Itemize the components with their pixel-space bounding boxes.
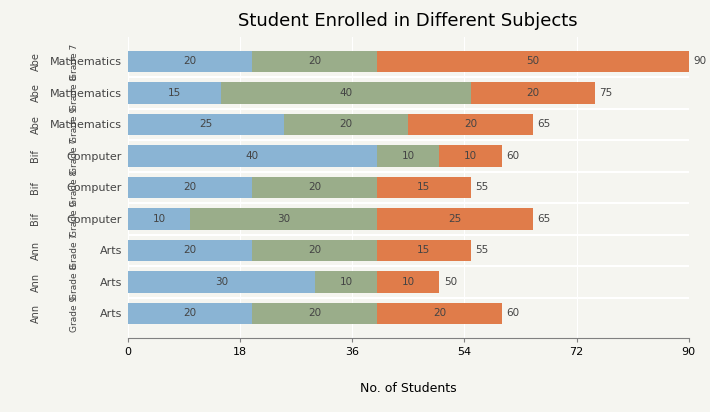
Text: Bif: Bif: [31, 181, 40, 194]
Text: Abe: Abe: [31, 52, 40, 71]
Text: 20: 20: [464, 119, 477, 129]
Bar: [128, 82, 222, 104]
Text: 10: 10: [464, 151, 477, 161]
Bar: [377, 303, 502, 324]
Text: Grade 7: Grade 7: [70, 138, 79, 174]
Text: Grade 9: Grade 9: [70, 106, 79, 143]
Text: 30: 30: [214, 277, 228, 287]
Bar: [377, 51, 689, 72]
Text: Grade 9: Grade 9: [70, 201, 79, 237]
Bar: [377, 271, 439, 293]
Text: Grade 8: Grade 8: [70, 264, 79, 300]
Bar: [128, 177, 253, 198]
Text: 55: 55: [475, 183, 488, 192]
Bar: [471, 82, 595, 104]
Bar: [190, 208, 377, 229]
Bar: [377, 240, 471, 261]
Text: Grade 8: Grade 8: [70, 75, 79, 111]
Bar: [128, 303, 253, 324]
Bar: [253, 51, 377, 72]
Text: 40: 40: [339, 88, 352, 98]
Bar: [439, 145, 502, 167]
Bar: [283, 114, 408, 135]
X-axis label: No. of Students: No. of Students: [360, 382, 457, 395]
Text: 20: 20: [433, 309, 446, 318]
Text: 40: 40: [246, 151, 259, 161]
Bar: [128, 51, 253, 72]
Bar: [222, 82, 471, 104]
Text: 10: 10: [402, 151, 415, 161]
Text: 20: 20: [184, 183, 197, 192]
Text: Grade 9: Grade 9: [70, 295, 79, 332]
Bar: [377, 145, 439, 167]
Bar: [128, 271, 315, 293]
Bar: [128, 114, 283, 135]
Text: Abe: Abe: [31, 115, 40, 134]
Text: Ann: Ann: [31, 304, 40, 323]
Text: 10: 10: [402, 277, 415, 287]
Text: Grade 7: Grade 7: [70, 43, 79, 80]
Text: 20: 20: [308, 56, 322, 66]
Text: 20: 20: [339, 119, 352, 129]
Text: 10: 10: [153, 214, 165, 224]
Text: 20: 20: [184, 246, 197, 255]
Bar: [408, 114, 533, 135]
Text: 20: 20: [184, 309, 197, 318]
Bar: [128, 145, 377, 167]
Text: Ann: Ann: [31, 241, 40, 260]
Text: 60: 60: [506, 151, 519, 161]
Text: 20: 20: [308, 246, 322, 255]
Text: Grade 7: Grade 7: [70, 232, 79, 269]
Text: 90: 90: [693, 56, 706, 66]
Text: 10: 10: [339, 277, 352, 287]
Text: 25: 25: [449, 214, 462, 224]
Text: 15: 15: [168, 88, 181, 98]
Text: 20: 20: [184, 56, 197, 66]
Text: 30: 30: [277, 214, 290, 224]
Text: 20: 20: [526, 88, 540, 98]
Text: 55: 55: [475, 246, 488, 255]
Text: 15: 15: [417, 183, 430, 192]
Text: 15: 15: [417, 246, 430, 255]
Text: Bif: Bif: [31, 150, 40, 162]
Bar: [377, 208, 533, 229]
Bar: [377, 177, 471, 198]
Bar: [253, 240, 377, 261]
Text: Grade 8: Grade 8: [70, 169, 79, 206]
Bar: [253, 303, 377, 324]
Text: 60: 60: [506, 309, 519, 318]
Text: 20: 20: [308, 309, 322, 318]
Bar: [253, 177, 377, 198]
Bar: [128, 208, 190, 229]
Text: 50: 50: [444, 277, 457, 287]
Text: Abe: Abe: [31, 84, 40, 103]
Text: Ann: Ann: [31, 272, 40, 292]
Text: 50: 50: [526, 56, 540, 66]
Text: Bif: Bif: [31, 213, 40, 225]
Text: 65: 65: [537, 214, 550, 224]
Title: Student Enrolled in Different Subjects: Student Enrolled in Different Subjects: [239, 12, 578, 30]
Text: 75: 75: [599, 88, 613, 98]
Text: 25: 25: [199, 119, 212, 129]
Text: 65: 65: [537, 119, 550, 129]
Text: 20: 20: [308, 183, 322, 192]
Bar: [128, 240, 253, 261]
Bar: [315, 271, 377, 293]
